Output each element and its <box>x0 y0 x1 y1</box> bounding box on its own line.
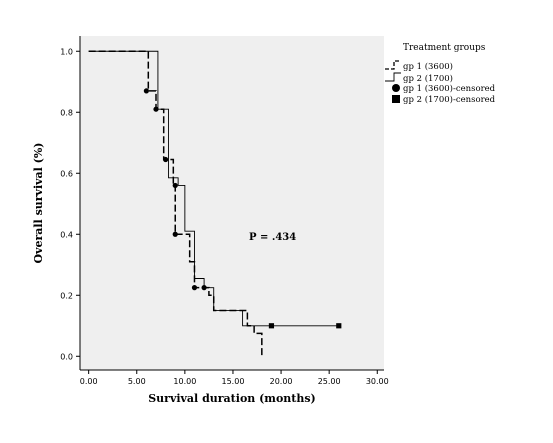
censor-marker-gp2 <box>268 323 275 329</box>
legend-item-gp2: gp 2 (1700) <box>385 72 453 84</box>
x-tick-label: 20.00 <box>270 377 293 386</box>
y-tick-label: 0.8 <box>60 108 73 117</box>
censor-marker-gp1 <box>163 156 169 163</box>
y-axis-title: Overall survival (%) <box>32 142 45 263</box>
censor-markers <box>143 88 342 329</box>
y-tick-label: 0.6 <box>60 169 73 178</box>
legend-circle-icon <box>392 84 400 92</box>
legend-label-gp2-censored: gp 2 (1700)-censored <box>403 94 496 105</box>
legend-solid-step-icon <box>385 72 401 82</box>
x-axis: 0.00 5.00 10.00 15.00 20.00 25.00 30.00 <box>80 370 389 386</box>
censor-marker-gp1 <box>153 106 159 112</box>
plot-background <box>80 36 384 370</box>
y-tick-label: 1.0 <box>60 47 73 56</box>
x-tick-label: 5.00 <box>128 377 146 386</box>
legend-dashed-step-icon <box>385 60 401 70</box>
y-axis: 0.0 0.2 0.4 0.6 0.8 1.0 <box>60 47 80 361</box>
legend: Treatment groups gp 1 (3600) gp 2 (1700)… <box>385 43 496 105</box>
legend-label-gp1: gp 1 (3600) <box>403 61 453 72</box>
x-tick-label: 30.00 <box>366 377 389 386</box>
censor-marker-gp1 <box>201 285 207 291</box>
legend-item-gp1-censored: gp 1 (3600)-censored <box>392 83 496 94</box>
censor-marker-gp1 <box>172 182 178 189</box>
censor-marker-gp2 <box>336 323 342 329</box>
censor-marker-gp1 <box>191 285 198 291</box>
x-tick-label: 25.00 <box>318 377 341 386</box>
legend-square-icon <box>392 95 400 103</box>
legend-label-gp1-censored: gp 1 (3600)-censored <box>403 83 496 94</box>
legend-item-gp2-censored: gp 2 (1700)-censored <box>392 94 496 105</box>
censor-marker-gp1 <box>172 231 178 237</box>
p-value-annotation: P = .434 <box>249 232 296 243</box>
legend-title: Treatment groups <box>403 43 486 53</box>
x-tick-label: 10.00 <box>173 377 196 386</box>
censor-marker-gp1 <box>143 88 149 94</box>
x-tick-label: 15.00 <box>222 377 245 386</box>
y-tick-label: 0.0 <box>60 352 73 361</box>
y-tick-label: 0.2 <box>60 291 73 300</box>
series-gp2-step-line <box>88 50 339 327</box>
y-tick-label: 0.4 <box>60 230 73 239</box>
x-axis-title: Survival duration (months) <box>148 392 316 405</box>
legend-item-gp1: gp 1 (3600) <box>385 60 453 72</box>
x-tick-label: 0.00 <box>80 377 98 386</box>
legend-label-gp2: gp 2 (1700) <box>403 73 453 84</box>
